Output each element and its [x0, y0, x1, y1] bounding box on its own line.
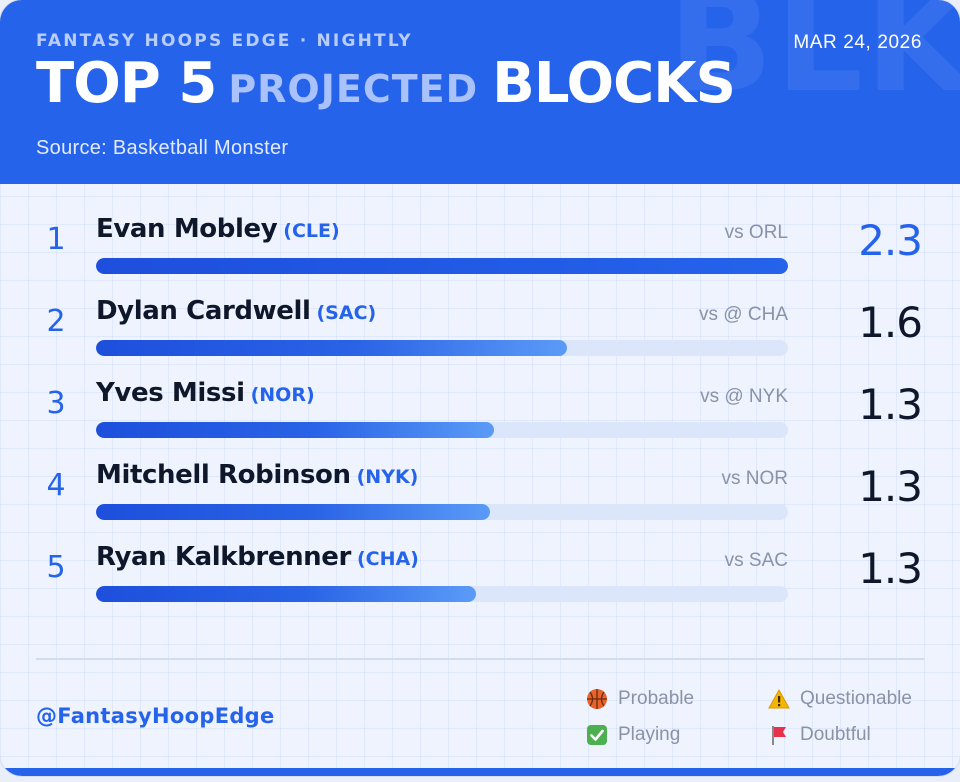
opponent-label: vs SAC — [724, 550, 788, 571]
player-name-line: Dylan Cardwell (SAC) — [96, 296, 376, 326]
player-name: Evan Mobley — [96, 214, 278, 244]
player-name-line: Mitchell Robinson (NYK) — [96, 460, 418, 490]
bar-fill — [96, 422, 494, 438]
player-row: 3 Yves Missi (NOR) vs @ NYK 1.3 — [0, 360, 960, 442]
player-row: 4 Mitchell Robinson (NYK) vs NOR 1.3 — [0, 442, 960, 524]
date-label: MAR 24, 2026 — [793, 32, 922, 53]
projected-value: 1.3 — [858, 462, 923, 511]
bar-track — [96, 504, 788, 520]
team-label: (NOR) — [250, 384, 315, 406]
rank-number: 1 — [46, 222, 66, 257]
bar-fill — [96, 586, 476, 602]
player-row: 5 Ryan Kalkbrenner (CHA) vs SAC 1.3 — [0, 524, 960, 606]
rank-number: 4 — [46, 468, 66, 503]
opponent-label: vs NOR — [721, 468, 789, 489]
legend-label: Doubtful — [800, 724, 871, 745]
bar-track — [96, 422, 788, 438]
team-label: (CLE) — [283, 220, 340, 242]
bar-fill — [96, 340, 567, 356]
projected-value: 1.3 — [858, 380, 923, 429]
team-label: (SAC) — [316, 302, 377, 324]
projected-value: 1.6 — [858, 298, 923, 347]
bar-fill — [96, 258, 788, 274]
check-icon — [586, 724, 608, 746]
bottom-strip — [0, 768, 960, 776]
bar-track — [96, 586, 788, 602]
flag-icon — [768, 724, 790, 746]
legend-label: Questionable — [800, 688, 912, 709]
legend-probable: Probable — [586, 688, 694, 710]
legend-questionable: Questionable — [768, 688, 912, 710]
projected-value: 1.3 — [858, 544, 923, 593]
legend-label: Playing — [618, 724, 681, 745]
legend-playing: Playing — [586, 724, 680, 746]
rank-number: 5 — [46, 550, 66, 585]
title-blocks: BLOCKS — [492, 51, 736, 116]
player-name: Yves Missi — [96, 378, 245, 408]
kicker: FANTASY HOOPS EDGE · NIGHTLY — [36, 31, 413, 51]
bar-fill — [96, 504, 490, 520]
player-name-line: Ryan Kalkbrenner (CHA) — [96, 542, 419, 572]
player-name-line: Yves Missi (NOR) — [96, 378, 315, 408]
source-label: Source: Basketball Monster — [36, 137, 289, 159]
header: BLK FANTASY HOOPS EDGE · NIGHTLY MAR 24,… — [0, 0, 960, 184]
player-name-line: Evan Mobley (CLE) — [96, 214, 340, 244]
projected-value: 2.3 — [858, 216, 923, 265]
bar-track — [96, 340, 788, 356]
legend-label: Probable — [618, 688, 695, 709]
divider — [36, 658, 924, 660]
rank-number: 2 — [46, 304, 66, 339]
opponent-label: vs @ NYK — [700, 386, 788, 407]
legend-doubtful: Doubtful — [768, 724, 871, 746]
opponent-label: vs ORL — [724, 222, 788, 243]
opponent-label: vs @ CHA — [699, 304, 788, 325]
team-label: (NYK) — [356, 466, 419, 488]
basketball-icon — [586, 688, 608, 710]
player-row: 2 Dylan Cardwell (SAC) vs @ CHA 1.6 — [0, 278, 960, 360]
player-name: Ryan Kalkbrenner — [96, 542, 351, 572]
player-name: Mitchell Robinson — [96, 460, 351, 490]
social-handle: @FantasyHoopEdge — [36, 704, 275, 728]
player-name: Dylan Cardwell — [96, 296, 311, 326]
rank-number: 3 — [46, 386, 66, 421]
team-label: (CHA) — [356, 548, 419, 570]
warning-icon — [768, 688, 790, 710]
bar-track — [96, 258, 788, 274]
watermark: BLK — [667, 0, 960, 123]
title-top5: TOP 5 — [36, 51, 217, 116]
title-projected: PROJECTED — [228, 67, 479, 111]
player-row: 1 Evan Mobley (CLE) vs ORL 2.3 — [0, 196, 960, 278]
page-title: TOP 5 PROJECTED BLOCKS — [36, 56, 736, 112]
